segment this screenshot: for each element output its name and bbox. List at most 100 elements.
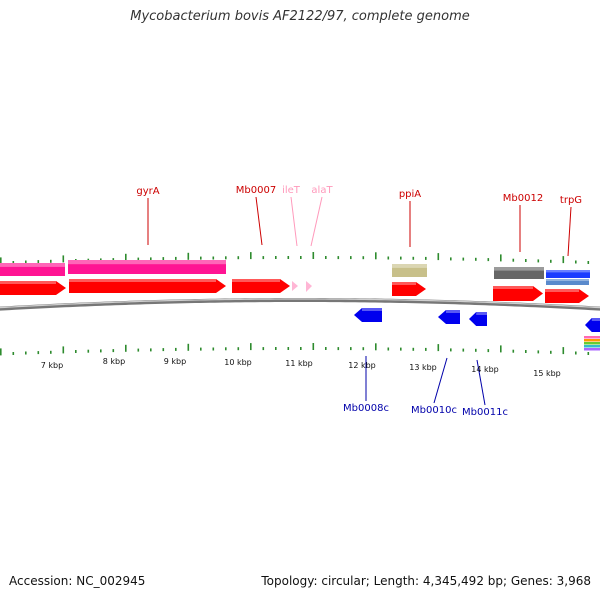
edge-stripe: [584, 348, 600, 351]
tick-minor: [175, 256, 177, 260]
tick-minor: [475, 257, 477, 261]
feature-label-trpG: trpG: [560, 195, 582, 206]
backbone-ring: [0, 298, 600, 311]
tick-minor: [175, 347, 177, 351]
tick-major: [62, 346, 65, 354]
tick-minor: [150, 348, 152, 352]
tick-minor: [387, 256, 390, 260]
tick-minor: [450, 348, 452, 352]
tick-marks: [0, 252, 590, 356]
forward-gene-Mb0012: [493, 286, 543, 301]
feature-tracks: [0, 260, 600, 351]
tick-minor: [212, 347, 215, 351]
scale-label-5: 11 kbp: [285, 359, 313, 368]
tick-minor: [50, 350, 52, 354]
trna-ileT: [292, 281, 298, 291]
tick-minor: [412, 256, 415, 260]
feature-label-Mb0008c: Mb0008c: [343, 403, 389, 414]
forward-gene-Mb0007: [232, 279, 290, 293]
forward-gene-ppiA-sheen: [392, 282, 416, 285]
tick-minor: [225, 347, 227, 351]
feature-label-gyrA: gyrA: [136, 186, 159, 197]
reverse-gene-Mb0011c: [469, 312, 487, 326]
tick-minor: [387, 347, 390, 351]
tick-minor: [162, 257, 165, 261]
edge-stripe: [584, 339, 600, 342]
reverse-gene-Mb0010c-sheen: [446, 310, 460, 313]
forward-gene-trpG: [545, 289, 589, 303]
leader-ileT: [290, 196, 298, 247]
blue-feature-lower-sheen: [546, 279, 589, 281]
tick-minor: [362, 256, 365, 260]
tick-minor: [537, 350, 540, 354]
feature-label-Mb0011c: Mb0011c: [462, 407, 508, 418]
tick-minor: [325, 347, 327, 350]
edge-stripe: [584, 342, 600, 345]
tick-minor: [337, 347, 340, 351]
feature-label-ileT: ileT: [282, 185, 301, 196]
tick-minor: [162, 348, 165, 352]
tick-minor: [325, 256, 327, 259]
tick-minor: [587, 261, 590, 264]
trna-alaT: [306, 281, 312, 292]
tick-major: [62, 255, 65, 263]
tick-minor: [400, 347, 402, 351]
scale-labels: 7 kbp 8 kbp 9 kbp 10 kbp 11 kbp 12 kbp 13 kbp 1…: [41, 357, 561, 378]
rRNA-block-1: [0, 263, 65, 276]
tick-minor: [475, 348, 477, 352]
tick-minor: [400, 256, 402, 260]
tick-minor: [587, 352, 590, 355]
rRNA-block-2-sheen: [68, 260, 226, 265]
tick-minor: [550, 350, 552, 354]
tick-minor: [262, 347, 265, 351]
tick-minor: [237, 347, 240, 351]
tick-minor: [512, 349, 515, 353]
tick-major: [562, 256, 565, 264]
edge-stripe: [584, 345, 600, 348]
tick-minor: [450, 257, 452, 261]
tick-major: [125, 344, 127, 352]
edge-stripe: [584, 336, 600, 339]
tick-minor: [200, 256, 202, 260]
tick-minor: [75, 350, 77, 353]
accession-text: Accession: NC_002945: [9, 574, 146, 588]
scale-label-9: 15 kbp: [533, 369, 561, 378]
tick-major: [250, 343, 252, 351]
reverse-gene-Mb0008c: [354, 308, 382, 322]
tick-minor: [287, 347, 290, 350]
tick-major: [562, 347, 565, 355]
misc-feature-sheen: [392, 264, 427, 268]
tick-minor: [212, 256, 215, 260]
tick-major: [125, 253, 127, 261]
dark-feature: [494, 267, 544, 279]
misc-feature: [392, 264, 427, 277]
forward-gene-gyrA-sheen: [69, 279, 216, 282]
label-leaders: [147, 196, 572, 406]
leader-trpG: [567, 206, 572, 257]
tick-minor: [137, 348, 140, 352]
tick-minor: [350, 256, 352, 260]
tick-minor: [237, 256, 240, 260]
tick-minor: [462, 257, 465, 261]
tick-minor: [37, 351, 40, 355]
tick-minor: [100, 349, 102, 353]
rRNA-block-2: [68, 260, 226, 274]
feature-labels: gyrA Mb0007 ileT alaT ppiA Mb0012 trpG Mb0008c M…: [136, 185, 582, 418]
tick-minor: [25, 351, 27, 355]
tick-minor: [537, 259, 540, 263]
tick-minor: [425, 256, 427, 260]
forward-gene-1-sheen: [0, 281, 56, 284]
reverse-gene-Mb0011c-sheen: [476, 312, 487, 315]
tick-major: [0, 257, 2, 265]
tick-minor: [575, 260, 577, 264]
tick-major: [500, 254, 502, 262]
tick-minor: [300, 347, 302, 350]
tick-minor: [487, 349, 490, 353]
tick-minor: [12, 261, 15, 264]
tick-minor: [87, 349, 90, 353]
leader-Mb0011c: [476, 359, 486, 406]
dark-feature-sheen: [494, 267, 544, 271]
forward-gene-gyrA: [69, 279, 226, 293]
tick-minor: [275, 347, 277, 350]
